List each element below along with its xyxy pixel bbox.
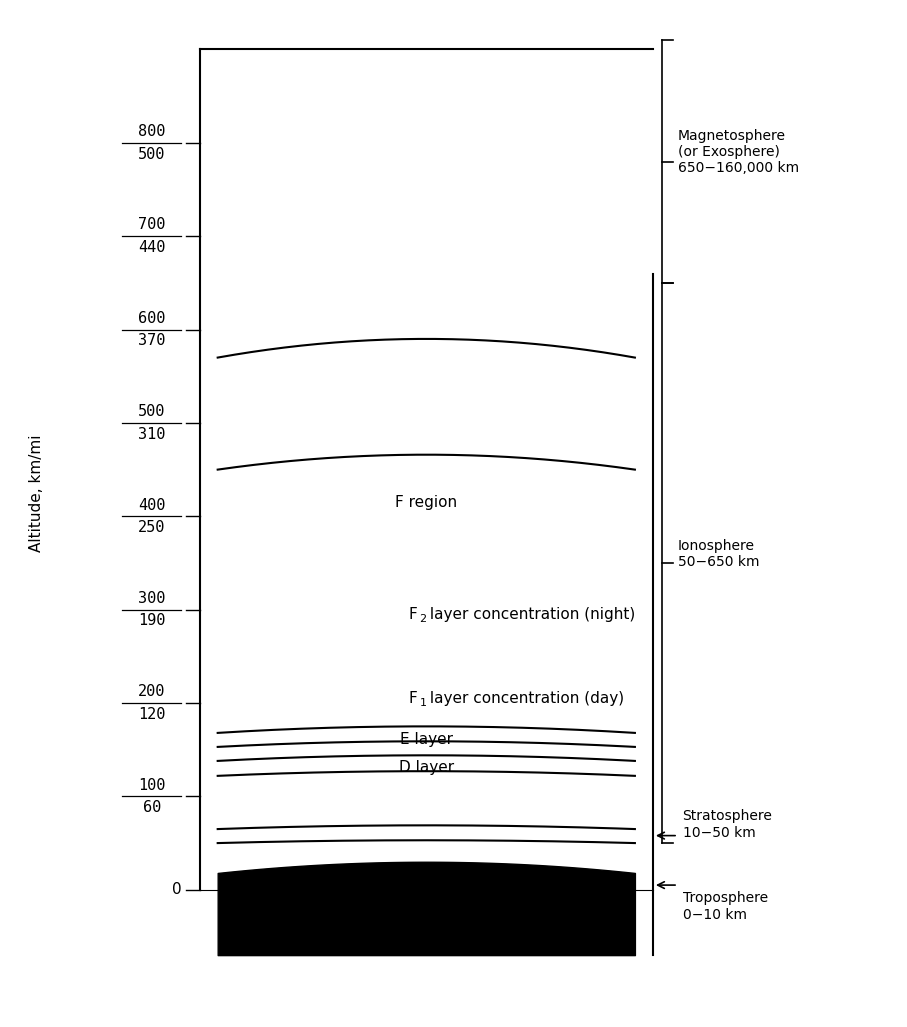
Text: F: F [408,691,417,706]
Text: 370: 370 [138,334,166,348]
Text: Stratosphere
10−50 km: Stratosphere 10−50 km [682,809,773,839]
Text: E layer: E layer [400,732,453,747]
Text: 300: 300 [138,591,166,606]
Text: D layer: D layer [399,760,454,775]
Text: 700: 700 [138,218,166,232]
Text: 440: 440 [138,240,166,255]
Text: layer concentration (night): layer concentration (night) [425,607,636,621]
Text: 800: 800 [138,124,166,139]
Text: 2: 2 [419,614,426,624]
Text: 310: 310 [138,426,166,442]
Text: Magnetosphere
(or Exosphere)
650−160,000 km: Magnetosphere (or Exosphere) 650−160,000… [678,129,799,176]
Text: F: F [408,607,417,621]
Text: 100: 100 [138,777,166,793]
Text: 250: 250 [138,520,166,535]
Text: layer concentration (day): layer concentration (day) [425,691,625,706]
Text: 400: 400 [138,497,166,512]
Text: 190: 190 [138,613,166,629]
Text: 200: 200 [138,684,166,699]
Text: 0: 0 [171,882,181,898]
Text: 500: 500 [138,147,166,161]
Text: 500: 500 [138,405,166,419]
Text: F region: F region [395,495,457,509]
Text: Troposphere
0−10 km: Troposphere 0−10 km [682,891,767,921]
Text: 1: 1 [419,698,426,708]
Text: 120: 120 [138,707,166,722]
Text: Ionosphere
50−650 km: Ionosphere 50−650 km [678,538,759,569]
Text: 600: 600 [138,311,166,326]
Text: 60: 60 [142,800,161,815]
Text: Altitude, km/mi: Altitude, km/mi [29,434,44,551]
